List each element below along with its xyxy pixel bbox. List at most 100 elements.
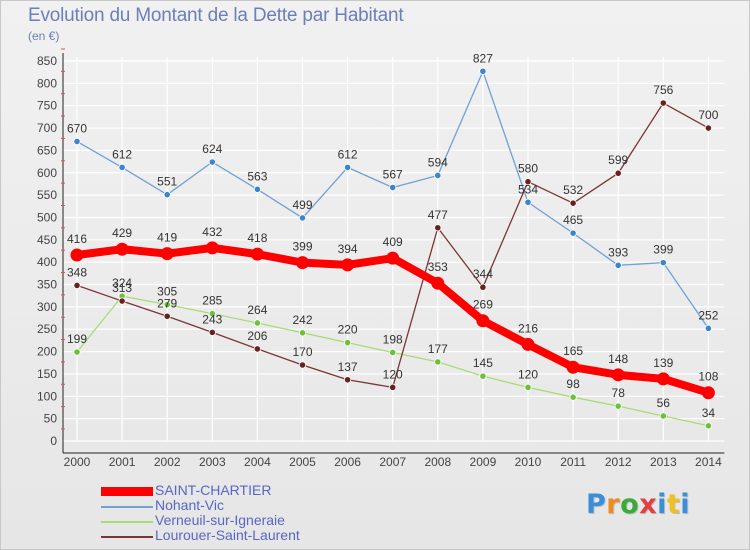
data-point <box>298 214 307 222</box>
data-point <box>208 328 216 336</box>
data-point <box>569 229 577 237</box>
y-tick-label: 750 <box>37 99 57 113</box>
data-label: 827 <box>473 51 493 65</box>
data-point <box>521 337 535 351</box>
y-tick-label: 600 <box>37 166 57 180</box>
y-tick-label: 50 <box>44 412 58 426</box>
x-tick-label: 2000 <box>64 455 91 469</box>
data-label: 344 <box>473 267 493 281</box>
data-label: 98 <box>566 377 580 391</box>
data-label: 567 <box>383 168 403 182</box>
data-point <box>569 199 577 207</box>
data-label: 353 <box>428 260 448 274</box>
data-label: 285 <box>202 294 222 308</box>
data-label: 170 <box>292 345 312 359</box>
data-label: 120 <box>383 367 403 381</box>
legend-swatch <box>101 536 153 538</box>
data-point <box>566 360 580 374</box>
data-label: 148 <box>608 352 628 366</box>
data-label: 145 <box>473 356 493 370</box>
data-label: 139 <box>653 356 673 370</box>
data-label: 242 <box>292 313 312 327</box>
data-label: 499 <box>292 198 312 212</box>
data-point <box>208 158 216 166</box>
data-point <box>434 358 442 366</box>
data-point <box>611 368 625 382</box>
data-point <box>476 314 490 328</box>
data-point <box>479 283 487 291</box>
data-point <box>659 99 667 107</box>
data-point <box>298 329 307 337</box>
data-point <box>253 345 261 353</box>
data-label: 108 <box>698 370 718 384</box>
y-tick-label: 350 <box>37 278 57 292</box>
data-point <box>614 169 622 177</box>
data-point <box>253 319 261 327</box>
data-label: 612 <box>338 147 358 161</box>
data-label: 429 <box>112 226 132 240</box>
x-tick-label: 2011 <box>560 455 586 469</box>
data-point <box>524 383 532 391</box>
data-label: 612 <box>112 147 132 161</box>
x-tick-label: 2004 <box>244 455 271 469</box>
data-point <box>250 247 264 261</box>
data-point <box>704 422 713 430</box>
x-tick-label: 2012 <box>605 455 632 469</box>
data-label: 56 <box>657 396 671 410</box>
data-label: 348 <box>67 265 87 279</box>
data-label: 279 <box>157 296 177 310</box>
x-tick-label: 2007 <box>379 455 406 469</box>
x-tick-label: 2002 <box>154 455 181 469</box>
data-point <box>205 241 219 255</box>
data-label: 252 <box>698 308 718 322</box>
data-label: 419 <box>157 231 177 245</box>
data-label: 670 <box>67 121 87 135</box>
data-label: 756 <box>653 83 673 97</box>
data-label: 432 <box>202 225 222 239</box>
legend-label: Verneuil-sur-Igneraie <box>155 512 285 528</box>
data-label: 34 <box>702 406 716 420</box>
y-tick-label: 0 <box>50 434 57 448</box>
data-point <box>253 185 261 193</box>
data-point <box>701 386 715 400</box>
data-label: 416 <box>67 232 87 246</box>
data-point <box>73 137 81 146</box>
data-point <box>479 372 487 380</box>
data-point <box>659 412 667 420</box>
y-tick-label: 550 <box>37 188 57 202</box>
data-label: 243 <box>202 312 222 326</box>
data-label: 409 <box>383 235 403 249</box>
data-point <box>163 301 171 309</box>
data-label: 120 <box>518 367 538 381</box>
legend-swatch <box>101 487 153 496</box>
data-label: 78 <box>612 386 626 400</box>
data-point <box>614 261 622 269</box>
data-point <box>73 348 81 356</box>
legend-label: Lourouer-Saint-Laurent <box>155 527 300 543</box>
data-point <box>296 256 309 270</box>
data-point <box>659 259 667 267</box>
data-point <box>343 376 352 384</box>
x-tick-label: 2010 <box>515 455 542 469</box>
y-tick-label: 450 <box>37 233 57 247</box>
data-label: 477 <box>428 208 448 222</box>
data-point <box>431 276 445 290</box>
data-point <box>343 163 352 171</box>
data-label: 532 <box>563 183 583 197</box>
data-point <box>70 248 84 262</box>
y-tick-label: 700 <box>37 121 57 135</box>
data-point <box>656 372 670 386</box>
data-point <box>163 191 171 199</box>
legend-label: SAINT-CHARTIER <box>155 482 272 498</box>
legend-label: Nohant-Vic <box>155 497 225 513</box>
data-point <box>208 309 216 318</box>
data-label: 580 <box>518 162 538 176</box>
data-label: 177 <box>428 342 448 356</box>
data-point <box>341 258 355 272</box>
data-point <box>163 312 171 320</box>
x-tick-label: 2009 <box>470 455 497 469</box>
data-label: 599 <box>608 153 628 167</box>
data-point <box>298 361 307 369</box>
data-label: 305 <box>157 285 177 299</box>
